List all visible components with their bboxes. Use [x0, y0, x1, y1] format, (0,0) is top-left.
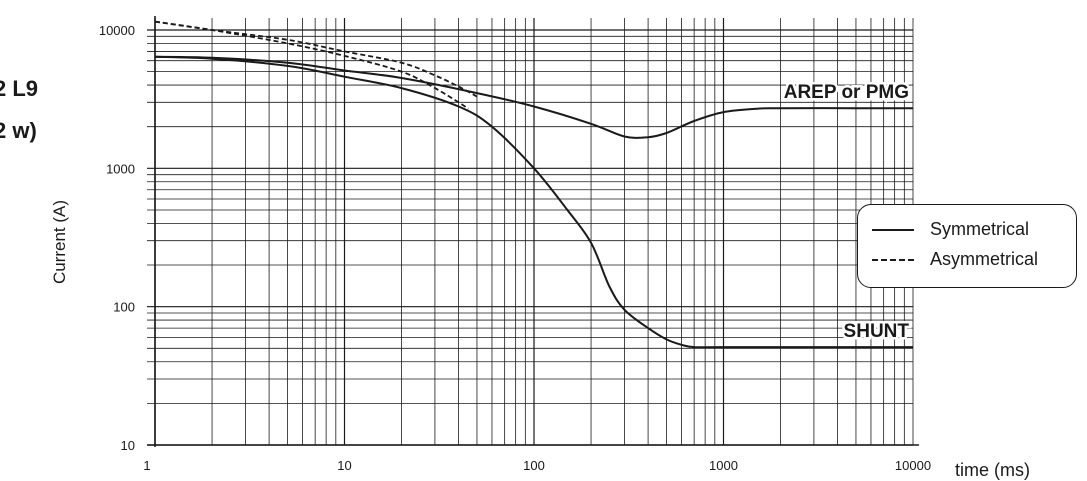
y-tick-label: 10	[121, 438, 135, 453]
x-tick-label: 1000	[709, 458, 738, 473]
dashed-line-swatch	[872, 258, 914, 261]
x-tick-label: 10	[337, 458, 351, 473]
annotations: AREP or PMG SHUNT	[781, 80, 912, 345]
y-tick-label: 10000	[99, 23, 135, 38]
symmetrical-curve-1	[154, 55, 913, 349]
legend-label-asymmetrical: Asymmetrical	[930, 249, 1039, 269]
annotation-arep-pmg: AREP or PMG	[784, 82, 909, 103]
partial-title-line-2: 2 w)	[0, 118, 37, 143]
x-tick-label: 10000	[895, 458, 931, 473]
symmetrical-curve-0	[154, 55, 913, 139]
legend-label-symmetrical: Symmetrical	[930, 219, 1030, 239]
legend-item-asymmetrical: Asymmetrical	[872, 249, 1038, 270]
legend: Symmetrical Asymmetrical	[857, 204, 1077, 288]
legend-item-symmetrical: Symmetrical	[872, 219, 1029, 240]
y-tick-label: 1000	[106, 161, 135, 176]
x-tick-label: 1	[143, 458, 150, 473]
x-axis-label: time (ms)	[955, 460, 1030, 480]
asymmetrical-curve-3	[154, 20, 469, 110]
y-tick-label: 100	[113, 300, 135, 315]
tick-labels: 1 10 100 1000 10000 10 100 1000 10000	[99, 23, 931, 473]
partial-title-line-1: 2 L9	[0, 76, 39, 101]
x-tick-label: 100	[523, 458, 545, 473]
solid-line-swatch	[872, 228, 914, 231]
grid-lines	[147, 16, 919, 447]
annotation-shunt: SHUNT	[844, 321, 910, 342]
data-lines	[154, 20, 913, 349]
